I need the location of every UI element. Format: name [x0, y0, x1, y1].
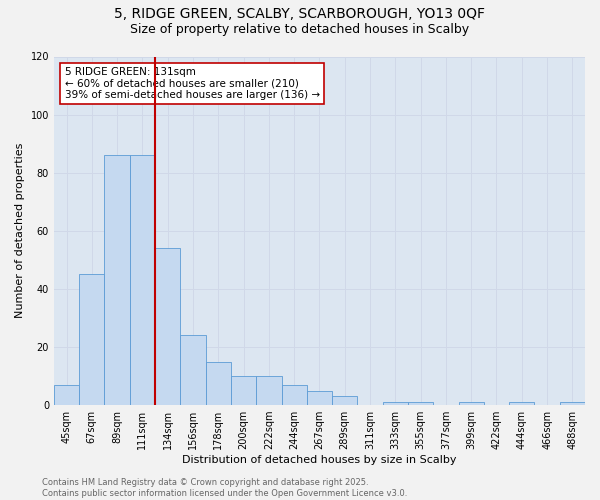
Bar — [307, 390, 332, 405]
Bar — [458, 402, 484, 405]
Y-axis label: Number of detached properties: Number of detached properties — [15, 143, 25, 318]
Bar — [560, 402, 585, 405]
Text: Contains HM Land Registry data © Crown copyright and database right 2025.
Contai: Contains HM Land Registry data © Crown c… — [42, 478, 407, 498]
Text: Size of property relative to detached houses in Scalby: Size of property relative to detached ho… — [130, 22, 470, 36]
Bar — [281, 384, 307, 405]
Text: 5, RIDGE GREEN, SCALBY, SCARBOROUGH, YO13 0QF: 5, RIDGE GREEN, SCALBY, SCARBOROUGH, YO1… — [115, 8, 485, 22]
Bar — [509, 402, 535, 405]
Bar — [256, 376, 281, 405]
X-axis label: Distribution of detached houses by size in Scalby: Distribution of detached houses by size … — [182, 455, 457, 465]
Bar — [332, 396, 358, 405]
Bar — [206, 362, 231, 405]
Bar — [54, 384, 79, 405]
Bar — [408, 402, 433, 405]
Bar — [104, 156, 130, 405]
Text: 5 RIDGE GREEN: 131sqm
← 60% of detached houses are smaller (210)
39% of semi-det: 5 RIDGE GREEN: 131sqm ← 60% of detached … — [65, 67, 320, 100]
Bar — [383, 402, 408, 405]
Bar — [79, 274, 104, 405]
Bar — [181, 336, 206, 405]
Bar — [130, 156, 155, 405]
Bar — [231, 376, 256, 405]
Bar — [155, 248, 181, 405]
